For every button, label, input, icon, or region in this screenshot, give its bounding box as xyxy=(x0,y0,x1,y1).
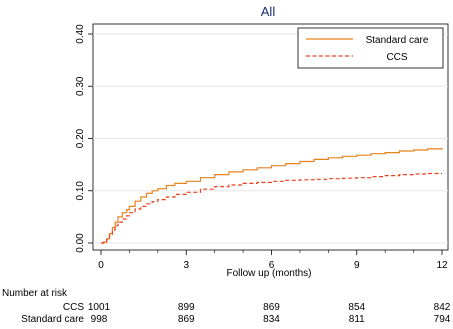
risk-value: 869 xyxy=(178,314,195,325)
y-tick-label: 0.40 xyxy=(75,24,86,44)
risk-value: 794 xyxy=(434,314,451,325)
series-line-ccs xyxy=(101,172,442,244)
x-tick-label: 0 xyxy=(98,260,104,271)
legend-label: Standard care xyxy=(366,35,429,46)
risk-value: 854 xyxy=(348,302,365,313)
x-tick-label: 9 xyxy=(354,260,360,271)
legend-box xyxy=(297,27,444,69)
chart-title: All xyxy=(261,4,276,19)
risk-value: 998 xyxy=(91,314,108,325)
risk-value: 834 xyxy=(263,314,280,325)
y-tick-label: 0.20 xyxy=(75,128,86,148)
y-tick-label: 0.30 xyxy=(75,76,86,96)
risk-row-label: Standard care xyxy=(21,314,84,325)
risk-value: 869 xyxy=(263,302,280,313)
legend: Standard care CCS xyxy=(297,27,444,69)
y-tick-label: 0.00 xyxy=(75,233,86,253)
x-tick-label: 3 xyxy=(183,260,189,271)
x-tick-label: 12 xyxy=(436,260,448,271)
risk-value: 1001 xyxy=(88,302,111,313)
risk-value: 811 xyxy=(349,314,365,325)
y-tick-label: 0.10 xyxy=(75,181,86,201)
risk-value: 842 xyxy=(434,302,451,313)
legend-label: CCS xyxy=(386,52,407,63)
risk-table: Number at risk CCS 1001 899 869 854 842Standa… xyxy=(2,288,451,325)
x-axis-title: Follow up (months) xyxy=(226,268,311,279)
risk-table-heading: Number at risk xyxy=(2,288,68,299)
risk-row-label: CCS xyxy=(63,302,84,313)
series-line-standard-care xyxy=(101,147,443,244)
x-tick-label: 6 xyxy=(269,260,275,271)
risk-value: 899 xyxy=(178,302,195,313)
